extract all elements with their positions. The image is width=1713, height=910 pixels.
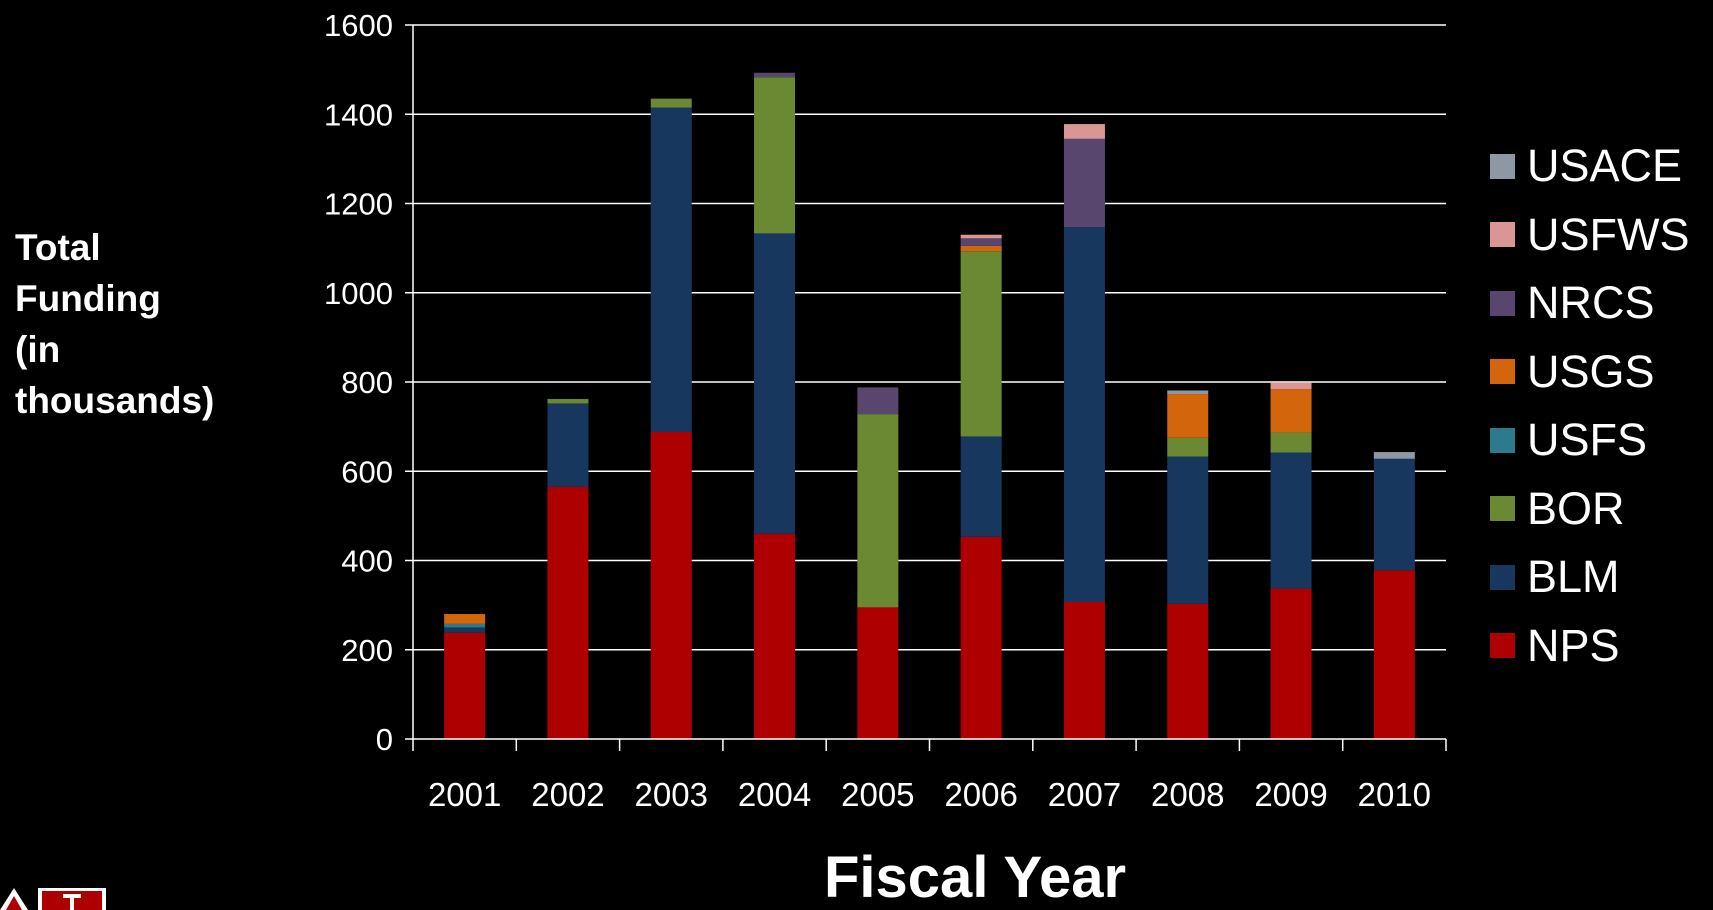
bar-bor-2003 bbox=[650, 98, 692, 108]
y-tick-label: 600 bbox=[341, 454, 393, 489]
x-tick-label: 2008 bbox=[1151, 776, 1224, 813]
bar-nps-2004 bbox=[754, 533, 796, 739]
y-axis-title: Total Funding (in thousands) bbox=[15, 227, 215, 421]
bar-nps-2010 bbox=[1373, 570, 1415, 739]
bar-usfs-2001 bbox=[444, 623, 486, 628]
bar-nps-2007 bbox=[1063, 602, 1105, 739]
legend-swatch bbox=[1490, 496, 1515, 522]
bar-usace-2010 bbox=[1373, 452, 1415, 459]
legend-swatch bbox=[1490, 290, 1515, 316]
bar-nps-2001 bbox=[444, 632, 486, 739]
bar-bor-2004 bbox=[754, 77, 796, 234]
logo bbox=[0, 888, 106, 910]
legend-label: USGS bbox=[1527, 345, 1655, 397]
bar-bor-2009 bbox=[1270, 432, 1312, 453]
legend-item-usace: USACE bbox=[1490, 132, 1690, 201]
bar-usgs-2008 bbox=[1167, 394, 1209, 438]
y-tick-label: 400 bbox=[341, 544, 393, 579]
legend-item-usgs: USGS bbox=[1490, 338, 1690, 407]
bar-nrcs-2005 bbox=[857, 387, 899, 415]
legend-label: USFS bbox=[1527, 414, 1648, 466]
bar-usgs-2006 bbox=[960, 245, 1002, 252]
x-axis-title: Fiscal Year bbox=[824, 845, 1127, 910]
legend-item-nrcs: NRCS bbox=[1490, 269, 1690, 338]
bar-blm-2002 bbox=[547, 403, 589, 487]
y-tick-label: 1600 bbox=[324, 8, 393, 43]
bar-nps-2009 bbox=[1270, 588, 1312, 739]
legend: USACE USFWS NRCS USGS USFS BOR BLM NPS bbox=[1490, 132, 1690, 680]
legend-label: NRCS bbox=[1527, 277, 1655, 329]
bar-nps-2008 bbox=[1167, 603, 1209, 739]
bar-blm-2006 bbox=[960, 436, 1002, 537]
bar-usfws-2007 bbox=[1063, 124, 1105, 139]
bar-nrcs-2006 bbox=[960, 238, 1002, 246]
x-tick-label: 2002 bbox=[531, 776, 604, 813]
legend-swatch bbox=[1490, 222, 1515, 248]
legend-swatch bbox=[1490, 153, 1515, 179]
bar-blm-2003 bbox=[650, 107, 692, 432]
x-tick-label: 2005 bbox=[841, 776, 914, 813]
bar-nps-2006 bbox=[960, 536, 1002, 739]
legend-swatch bbox=[1490, 359, 1515, 385]
x-tick-label: 2004 bbox=[738, 776, 811, 813]
bar-blm-2009 bbox=[1270, 452, 1312, 589]
legend-swatch bbox=[1490, 427, 1515, 453]
x-tick-label: 2001 bbox=[428, 776, 501, 813]
y-tick-label: 1400 bbox=[324, 97, 393, 132]
bar-usgs-2001 bbox=[444, 614, 486, 624]
x-tick-label: 2003 bbox=[635, 776, 708, 813]
y-tick-label: 0 bbox=[376, 722, 393, 757]
bar-nps-2003 bbox=[650, 431, 692, 739]
legend-label: BOR bbox=[1527, 482, 1625, 534]
bar-usfws-2009 bbox=[1270, 382, 1312, 390]
bar-bor-2005 bbox=[857, 414, 899, 608]
bar-blm-2008 bbox=[1167, 456, 1209, 604]
bar-nrcs-2004 bbox=[754, 72, 796, 78]
legend-item-blm: BLM bbox=[1490, 543, 1690, 612]
legend-swatch bbox=[1490, 633, 1515, 659]
legend-item-nps: NPS bbox=[1490, 612, 1690, 681]
x-tick-label: 2010 bbox=[1358, 776, 1431, 813]
bar-nps-2002 bbox=[547, 486, 589, 739]
bar-bor-2008 bbox=[1167, 437, 1209, 457]
legend-item-usfs: USFS bbox=[1490, 406, 1690, 475]
legend-label: BLM bbox=[1527, 551, 1620, 603]
bar-nps-2005 bbox=[857, 607, 899, 739]
bar-bor-2002 bbox=[547, 398, 589, 404]
bar-usace-2008 bbox=[1167, 390, 1209, 395]
y-tick-label: 800 bbox=[341, 365, 393, 400]
y-tick-label: 200 bbox=[341, 633, 393, 668]
legend-swatch bbox=[1490, 564, 1515, 590]
bar-blm-2001 bbox=[444, 627, 486, 633]
bar-blm-2004 bbox=[754, 233, 796, 534]
bar-nrcs-2007 bbox=[1063, 138, 1105, 228]
bar-blm-2007 bbox=[1063, 227, 1105, 603]
x-tick-label: 2007 bbox=[1048, 776, 1121, 813]
legend-item-bor: BOR bbox=[1490, 475, 1690, 544]
x-tick-label: 2009 bbox=[1254, 776, 1327, 813]
bar-usgs-2009 bbox=[1270, 389, 1312, 433]
legend-label: USACE bbox=[1527, 140, 1683, 192]
legend-label: NPS bbox=[1527, 619, 1620, 671]
legend-item-usfws: USFWS bbox=[1490, 201, 1690, 270]
y-tick-label: 1000 bbox=[324, 276, 393, 311]
bar-usfws-2006 bbox=[960, 234, 1002, 239]
bar-blm-2010 bbox=[1373, 458, 1415, 571]
legend-label: USFWS bbox=[1527, 208, 1690, 260]
y-tick-label: 1200 bbox=[324, 187, 393, 222]
bar-bor-2006 bbox=[960, 251, 1002, 437]
x-tick-label: 2006 bbox=[944, 776, 1017, 813]
